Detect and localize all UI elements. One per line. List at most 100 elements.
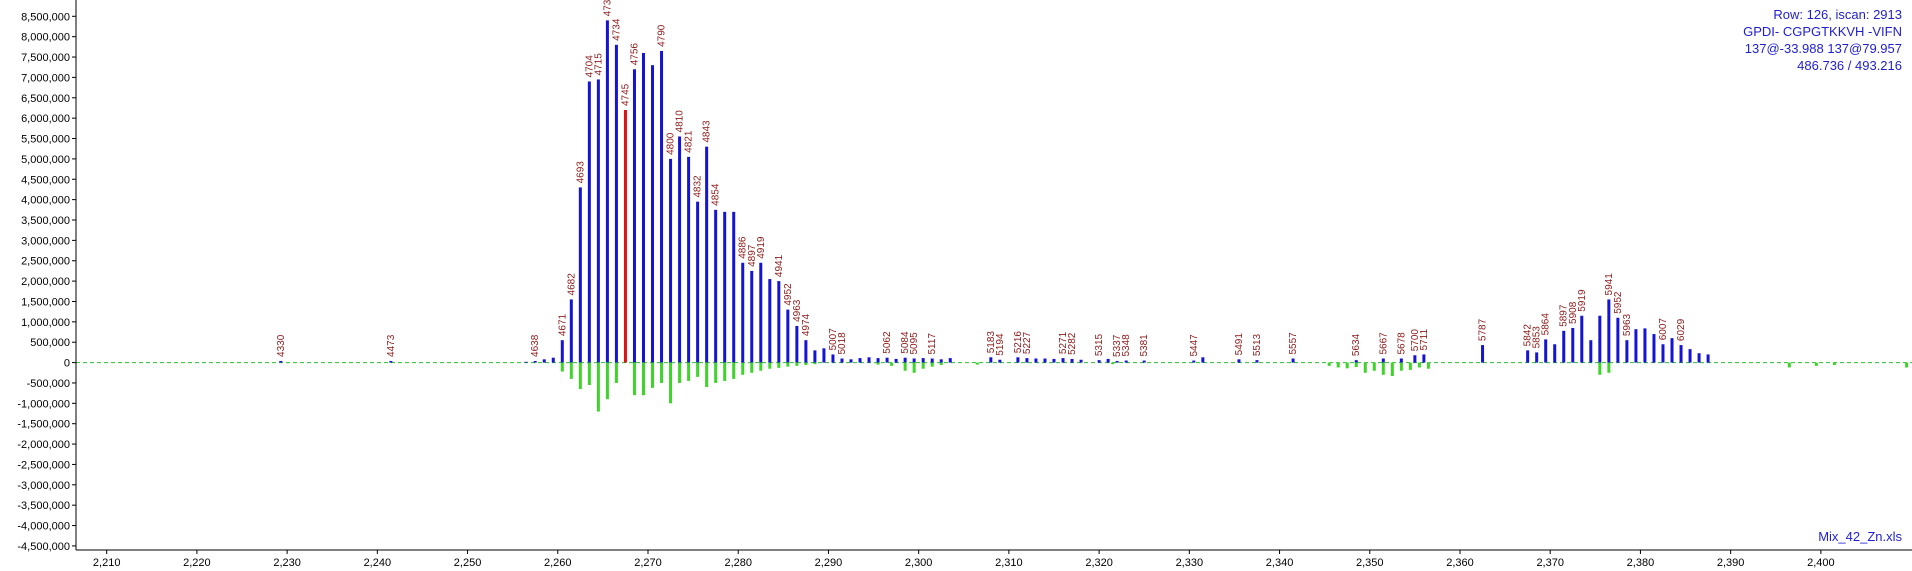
peak-label: 5062: [882, 331, 893, 354]
y-tick-label: 500,000: [30, 337, 70, 349]
negative-bar: [1832, 362, 1836, 366]
negative-bar: [732, 362, 736, 379]
negative-bar: [1381, 362, 1385, 375]
peak-label: 5216: [1013, 331, 1024, 354]
peak-label: 4832: [693, 175, 704, 198]
negative-bar: [1787, 362, 1791, 368]
positive-bar: [1061, 358, 1065, 363]
positive-bar: [741, 262, 745, 363]
negative-bar: [1345, 362, 1349, 369]
negative-bar: [1327, 362, 1331, 366]
peak-label: 5787: [1478, 318, 1489, 341]
positive-bar: [1381, 358, 1385, 363]
y-tick-label: 6,500,000: [21, 93, 70, 105]
peak-label: 5678: [1396, 332, 1407, 355]
x-tick-label: 2,400: [1807, 557, 1835, 569]
x-tick-label: 2,350: [1356, 557, 1384, 569]
positive-bar: [849, 359, 853, 363]
positive-bar: [750, 270, 754, 363]
negative-bar: [750, 362, 754, 373]
negative-bar: [1408, 362, 1412, 370]
negative-bar: [1111, 362, 1115, 365]
positive-bar: [1016, 357, 1020, 363]
x-tick-label: 2,280: [724, 557, 752, 569]
peak-label: 4897: [747, 244, 758, 267]
peak-label: 4941: [774, 254, 785, 277]
positive-bar: [651, 65, 655, 363]
peak-label: 4734: [611, 18, 622, 41]
x-tick-label: 2,220: [183, 557, 211, 569]
peak-label: 4693: [575, 161, 586, 184]
positive-bar: [876, 358, 880, 363]
y-tick-label: -1,500,000: [17, 419, 70, 431]
peak-label: 5941: [1604, 273, 1615, 296]
bars-layer: [279, 20, 1909, 412]
negative-bar: [1399, 362, 1403, 371]
negative-bar: [723, 362, 727, 381]
positive-bar: [1034, 358, 1038, 363]
positive-bar: [885, 357, 889, 363]
positive-bar: [840, 358, 844, 363]
positive-bar: [921, 358, 925, 363]
x-tick-label: 2,290: [815, 557, 843, 569]
positive-bar: [1399, 358, 1403, 363]
negative-bar: [569, 362, 573, 379]
y-tick-label: -4,500,000: [17, 541, 70, 553]
peak-label: 5095: [909, 332, 920, 355]
peak-label: 4715: [593, 53, 604, 76]
peak-label: 5084: [900, 331, 911, 354]
negative-bar: [930, 362, 934, 367]
peak-label: 4330: [276, 334, 287, 357]
y-tick-label: 4,500,000: [21, 174, 70, 186]
peak-label: 4963: [792, 299, 803, 322]
negative-bar: [795, 362, 799, 366]
peptide-text: GPDI- CGPGTKKVH -VIFN: [1743, 24, 1902, 39]
negative-bar: [614, 362, 618, 383]
peak-label: 5908: [1568, 301, 1579, 324]
negative-bar: [714, 362, 718, 383]
positive-bar: [1192, 360, 1196, 363]
positive-bar: [1598, 315, 1602, 363]
negative-bar: [741, 362, 745, 375]
peak-label: 5667: [1378, 332, 1389, 355]
negative-bar: [759, 362, 763, 371]
positive-bar: [596, 79, 600, 363]
positive-bar: [614, 44, 618, 363]
peak-label: 4734: [602, 0, 613, 16]
positive-bar: [813, 350, 817, 363]
x-tick-label: 2,240: [364, 557, 392, 569]
positive-bar: [1237, 359, 1241, 363]
mods-text: 137@-33.988 137@79.957: [1744, 41, 1902, 56]
positive-bar: [1553, 344, 1557, 363]
positive-bar: [569, 299, 573, 363]
peak-label: 5963: [1622, 314, 1633, 337]
positive-bar: [1688, 349, 1692, 363]
negative-bar: [1390, 362, 1394, 377]
positive-bar: [1354, 360, 1358, 363]
positive-bar: [1097, 360, 1101, 363]
x-tick-label: 2,370: [1536, 557, 1564, 569]
peak-label: 5282: [1067, 332, 1078, 355]
positive-bar: [660, 50, 664, 363]
negative-bar: [678, 362, 682, 383]
negative-bar: [786, 362, 790, 367]
negative-bar: [975, 362, 979, 365]
negative-bar: [587, 362, 591, 385]
positive-bar: [1562, 330, 1566, 363]
positive-bar: [1079, 359, 1083, 363]
y-tick-label: -2,000,000: [17, 439, 70, 451]
negative-bar: [641, 362, 645, 396]
negative-bar: [660, 362, 664, 383]
positive-bar: [1291, 358, 1295, 363]
y-tick-label: 7,500,000: [21, 52, 70, 64]
y-tick-label: -500,000: [27, 378, 70, 390]
positive-bar: [786, 309, 790, 363]
positive-bar: [678, 136, 682, 363]
positive-bar: [587, 81, 591, 363]
negative-bar: [903, 362, 907, 371]
positive-bar: [1070, 358, 1074, 363]
positive-bar: [939, 359, 943, 363]
peak-label: 4756: [629, 43, 640, 66]
